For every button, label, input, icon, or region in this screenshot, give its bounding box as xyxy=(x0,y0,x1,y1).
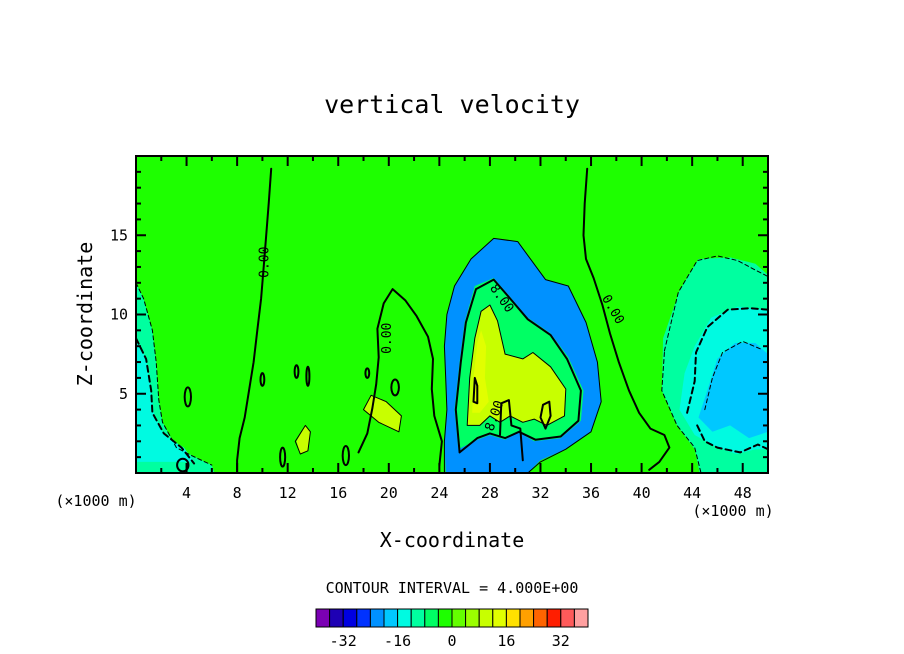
x-tick-label: 24 xyxy=(430,484,448,502)
x-unit-right: (×1000 m) xyxy=(692,502,773,520)
positive-contour-line xyxy=(472,376,479,405)
negative-contour-line xyxy=(661,352,702,473)
contour-region xyxy=(698,343,768,439)
negative-contour-line xyxy=(696,424,768,454)
colorbar-swatch xyxy=(356,608,371,628)
positive-contour-line xyxy=(454,278,582,454)
colorbar-swatch xyxy=(383,608,399,628)
colorbar: -32 -16 0 16 32 xyxy=(315,608,589,650)
positive-contour-line xyxy=(294,424,311,455)
contour-region xyxy=(136,339,195,462)
x-axis: 4 8 12 16 20 24 28 32 36 40 44 48 xyxy=(160,156,752,502)
colorbar-swatch xyxy=(451,608,467,628)
contour-label: 0.00 xyxy=(257,247,272,278)
filled-contour-regions xyxy=(136,238,768,473)
colorbar-swatch xyxy=(369,608,385,628)
colorbar-swatch xyxy=(410,608,426,628)
colorbar-swatch xyxy=(505,608,521,628)
contour-region xyxy=(467,305,566,426)
x-tick-label: 8 xyxy=(233,484,242,502)
colorbar-swatch xyxy=(519,608,535,628)
positive-contour-line xyxy=(443,237,602,473)
contour-interval-text: CONTOUR INTERVAL = 4.000E+00 xyxy=(326,579,579,597)
negative-contour-line xyxy=(136,282,213,466)
positive-contour-line xyxy=(499,399,524,462)
colorbar-swatch xyxy=(546,608,562,628)
x-unit-left: (×1000 m) xyxy=(55,492,136,510)
x-tick-label: 4 xyxy=(182,484,191,502)
x-tick-label: 44 xyxy=(683,484,701,502)
colorbar-tick-label: 16 xyxy=(497,632,515,650)
colorbar-swatch xyxy=(492,608,507,628)
x-tick-label: 32 xyxy=(531,484,549,502)
plot-area: 0.000.008.00 0.008.00 xyxy=(136,156,768,473)
colorbar-tick-label: -16 xyxy=(384,632,411,650)
negative-contour-line xyxy=(136,337,196,465)
colorbar-swatch xyxy=(342,608,358,628)
small-contour-cell xyxy=(364,367,371,379)
y-axis: 5 10 15 xyxy=(110,170,768,459)
colorbar-swatch xyxy=(315,608,331,628)
small-contour-cell xyxy=(390,378,400,397)
colorbar-swatch xyxy=(424,608,439,628)
x-tick-label: 20 xyxy=(380,484,398,502)
positive-contour-line xyxy=(236,167,273,473)
small-contour-cell xyxy=(183,386,192,408)
y-tick-label: 15 xyxy=(110,226,128,244)
negative-contour-line xyxy=(686,307,768,414)
colorbar-tick-label: 32 xyxy=(552,632,570,650)
contour-region xyxy=(296,425,311,454)
positive-contour-line xyxy=(582,167,671,471)
positive-contour-line xyxy=(466,304,567,426)
x-tick-label: 48 xyxy=(734,484,752,502)
small-contour-cell xyxy=(341,445,350,467)
small-contour-cell xyxy=(305,365,311,387)
colorbar-swatch xyxy=(478,608,494,628)
positive-contour-line xyxy=(539,400,552,430)
positive-contour-line xyxy=(363,394,402,433)
colorbar-swatch xyxy=(533,608,548,628)
x-tick-label: 16 xyxy=(329,484,347,502)
x-axis-label: X-coordinate xyxy=(380,528,525,552)
positive-contour-line xyxy=(357,288,443,467)
colorbar-swatch xyxy=(397,608,412,628)
chart-title: vertical velocity xyxy=(324,90,580,119)
contour-lines xyxy=(136,167,768,473)
negative-contour-line xyxy=(704,340,763,411)
colorbar-swatch xyxy=(573,608,589,628)
x-tick-label: 12 xyxy=(279,484,297,502)
colorbar-swatch xyxy=(465,608,480,628)
colorbar-tick-label: -32 xyxy=(330,632,357,650)
small-contour-cell xyxy=(279,446,287,468)
y-axis-label: Z-coordinate xyxy=(73,242,97,387)
colorbar-swatch xyxy=(560,608,575,628)
x-tick-label: 36 xyxy=(582,484,600,502)
small-contour-cell xyxy=(259,372,266,387)
x-tick-label: 28 xyxy=(481,484,499,502)
colorbar-swatch xyxy=(329,608,344,628)
colorbar-swatch xyxy=(437,608,453,628)
small-contour-cell xyxy=(293,364,300,379)
negative-contour-line xyxy=(663,255,768,352)
y-tick-label: 10 xyxy=(110,306,128,324)
contour-label: 0.00 xyxy=(380,323,395,354)
small-contour-cell xyxy=(176,457,190,473)
y-tick-label: 5 xyxy=(119,385,128,403)
x-tick-label: 40 xyxy=(633,484,651,502)
colorbar-tick-label: 0 xyxy=(447,632,456,650)
